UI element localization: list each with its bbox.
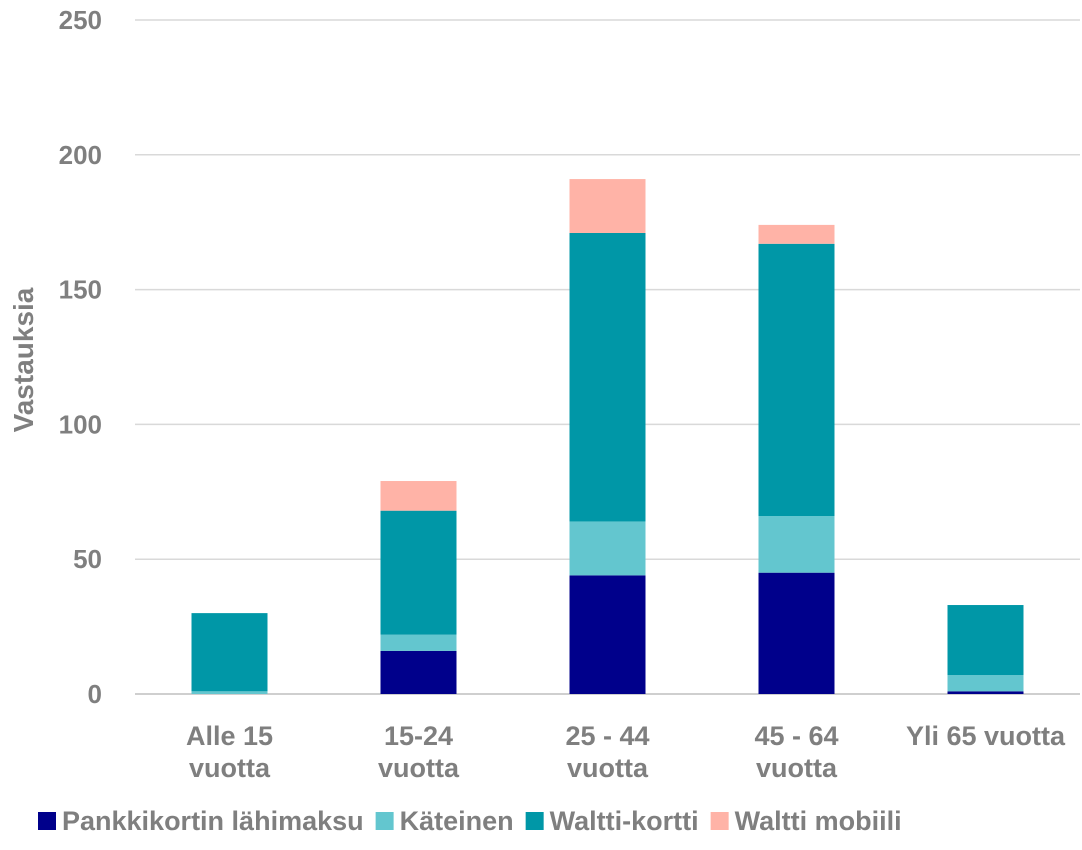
y-tick-label: 200 bbox=[59, 140, 102, 170]
legend-swatch bbox=[525, 812, 544, 830]
x-tick-label: vuotta bbox=[189, 753, 271, 783]
bar-segment bbox=[758, 572, 835, 694]
y-tick-label: 100 bbox=[59, 409, 102, 439]
bar-segment bbox=[569, 232, 646, 522]
bar-segment bbox=[758, 224, 835, 244]
legend-label: Käteinen bbox=[400, 806, 514, 836]
bar-segment bbox=[569, 179, 646, 233]
bar-segment bbox=[380, 634, 457, 651]
x-tick-label: 25 - 44 bbox=[565, 721, 649, 751]
y-tick-label: 0 bbox=[88, 679, 102, 709]
bar-segment bbox=[569, 575, 646, 694]
x-tick-label: vuotta bbox=[567, 753, 649, 783]
y-tick-label: 50 bbox=[73, 544, 102, 574]
bar-segment bbox=[947, 675, 1024, 692]
bar-segment bbox=[191, 613, 268, 692]
bar-segment bbox=[191, 691, 268, 694]
y-tick-label: 250 bbox=[59, 5, 102, 35]
x-tick-label: vuotta bbox=[378, 753, 460, 783]
legend-label: Pankkikortin lähimaksu bbox=[62, 806, 364, 836]
bar-segment bbox=[758, 516, 835, 573]
x-tick-label: 15-24 bbox=[384, 721, 453, 751]
legend: Pankkikortin lähimaksu Käteinen Waltti-kor… bbox=[38, 806, 902, 836]
y-axis-ticks: 0 50 100 150 200 250 bbox=[59, 5, 102, 709]
bar-segment bbox=[947, 691, 1024, 694]
x-tick-label: Yli 65 vuotta bbox=[906, 721, 1066, 751]
bar-segment bbox=[380, 481, 457, 511]
legend-label: Waltti-kortti bbox=[550, 806, 699, 836]
legend-label: Waltti mobiili bbox=[735, 806, 902, 836]
legend-swatch bbox=[375, 812, 394, 830]
bar-segment bbox=[380, 650, 457, 694]
bars bbox=[191, 179, 1024, 694]
legend-swatch bbox=[38, 812, 56, 830]
bar-segment bbox=[947, 605, 1024, 676]
bar-segment bbox=[380, 510, 457, 635]
y-axis-title: Vastauksia bbox=[8, 287, 39, 432]
x-tick-label: 45 - 64 bbox=[754, 721, 838, 751]
legend-swatch bbox=[710, 812, 729, 830]
y-tick-label: 150 bbox=[59, 275, 102, 305]
bar-segment bbox=[758, 243, 835, 517]
bar-segment bbox=[569, 521, 646, 576]
x-tick-label: vuotta bbox=[756, 753, 838, 783]
x-tick-label: Alle 15 bbox=[186, 721, 273, 751]
